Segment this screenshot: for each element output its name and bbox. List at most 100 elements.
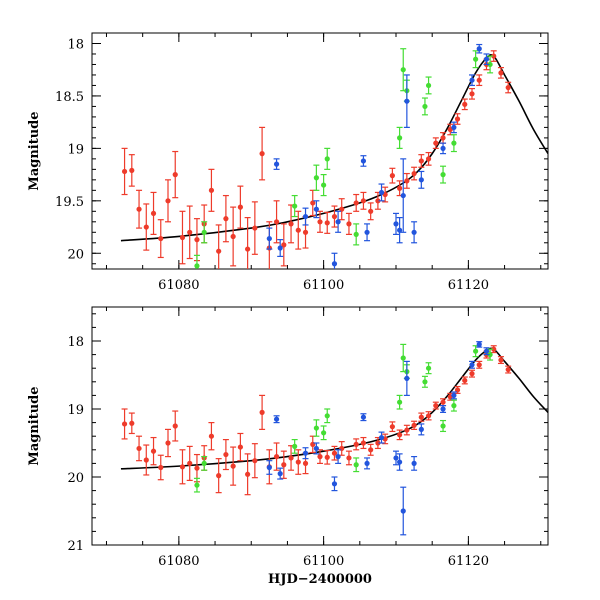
red-data-point (281, 242, 287, 248)
y-tick-label: 18.5 (55, 90, 84, 105)
blue-data-point (364, 460, 370, 466)
red-data-point (158, 235, 164, 242)
red-data-point (317, 219, 323, 225)
red-data-point (150, 210, 157, 217)
blue-data-point (393, 221, 399, 227)
green-data-point (194, 482, 200, 488)
red-data-point (194, 237, 200, 243)
red-data-point (121, 421, 128, 427)
red-data-point (172, 172, 178, 178)
bottom-data-points (121, 341, 512, 536)
red-data-point (259, 151, 265, 157)
red-data-point (411, 422, 417, 428)
red-data-point (143, 224, 149, 230)
red-data-point (353, 200, 359, 206)
red-data-point (339, 206, 345, 212)
green-data-point (292, 443, 298, 449)
blue-data-point (400, 508, 406, 514)
blue-data-point (277, 471, 283, 477)
red-data-point (281, 462, 287, 468)
green-data-point (313, 425, 319, 431)
green-data-point (292, 203, 298, 209)
x-tick-label: 61100 (303, 554, 344, 569)
top-tick-labels: 61080 61100 61120 18 18.5 19 19.5 20 (55, 37, 489, 293)
red-data-point (179, 464, 186, 470)
y-tick-label: 19 (67, 142, 84, 157)
red-data-point (158, 464, 164, 471)
red-data-point (317, 454, 323, 460)
green-data-point (425, 82, 432, 89)
red-data-point (433, 140, 439, 146)
red-data-point (346, 455, 352, 461)
red-data-point (476, 362, 482, 368)
red-data-point (230, 233, 236, 240)
red-data-point (433, 403, 439, 409)
green-data-point (194, 263, 200, 269)
green-data-point (313, 175, 319, 181)
y-tick-label: 20 (67, 471, 84, 486)
series-blue (266, 43, 490, 269)
green-data-point (321, 430, 327, 436)
model-curve-line (120, 347, 548, 470)
top-axis-ticks (92, 32, 548, 269)
blue-data-point (273, 416, 280, 422)
red-data-point (375, 440, 381, 446)
red-data-point (136, 445, 142, 452)
red-data-point (237, 204, 243, 210)
green-data-point (487, 61, 493, 68)
red-data-point (143, 457, 149, 463)
green-data-point (324, 156, 330, 162)
red-data-point (440, 399, 446, 405)
red-data-point (223, 216, 229, 222)
blue-data-point (378, 189, 385, 196)
green-data-point (397, 135, 403, 141)
bottom-axis-ticks (92, 307, 548, 546)
red-data-point (389, 173, 395, 179)
bottom-tick-labels: 61080 61100 61120 18 19 20 21 (67, 335, 489, 569)
red-data-point (397, 432, 403, 438)
red-data-point (418, 414, 424, 420)
blue-data-point (469, 362, 475, 368)
top-data-points (121, 43, 512, 269)
bottom-panel: 61080 61100 61120 18 19 20 21 Magnitude HJD−24… (27, 306, 549, 587)
red-data-point (230, 463, 236, 469)
red-data-point (121, 168, 128, 175)
red-data-point (259, 409, 265, 415)
red-data-point (172, 423, 178, 429)
red-data-point (187, 460, 193, 466)
green-data-point (397, 399, 403, 405)
red-data-point (462, 101, 468, 107)
red-data-point (353, 441, 359, 447)
series-green (193, 48, 494, 269)
x-tick-label: 61100 (303, 278, 344, 293)
red-data-point (245, 471, 251, 477)
green-data-point (487, 352, 493, 358)
green-data-point (451, 140, 457, 146)
green-data-point (201, 460, 207, 466)
red-data-point (194, 465, 200, 471)
blue-data-point (393, 455, 399, 461)
blue-data-point (313, 206, 319, 212)
red-data-point (411, 170, 417, 177)
red-data-point (397, 185, 403, 191)
red-data-point (346, 221, 352, 227)
red-data-point (208, 187, 215, 193)
blue-data-point (404, 98, 410, 104)
green-data-point (353, 462, 359, 468)
y-tick-label: 19 (67, 403, 84, 418)
x-tick-label: 61120 (448, 278, 489, 293)
red-data-point (288, 221, 294, 227)
red-data-point (454, 387, 461, 393)
green-data-point (353, 231, 359, 237)
series-red (121, 50, 512, 269)
red-data-point (368, 447, 374, 453)
red-data-point (491, 346, 497, 352)
red-data-point (129, 420, 135, 426)
blue-data-point (335, 219, 341, 225)
green-data-point (324, 413, 330, 419)
bottom-x-axis-label: HJD−2400000 (268, 572, 372, 587)
y-tick-label: 20 (67, 247, 84, 262)
red-data-point (273, 219, 280, 225)
blue-data-point (476, 341, 482, 347)
